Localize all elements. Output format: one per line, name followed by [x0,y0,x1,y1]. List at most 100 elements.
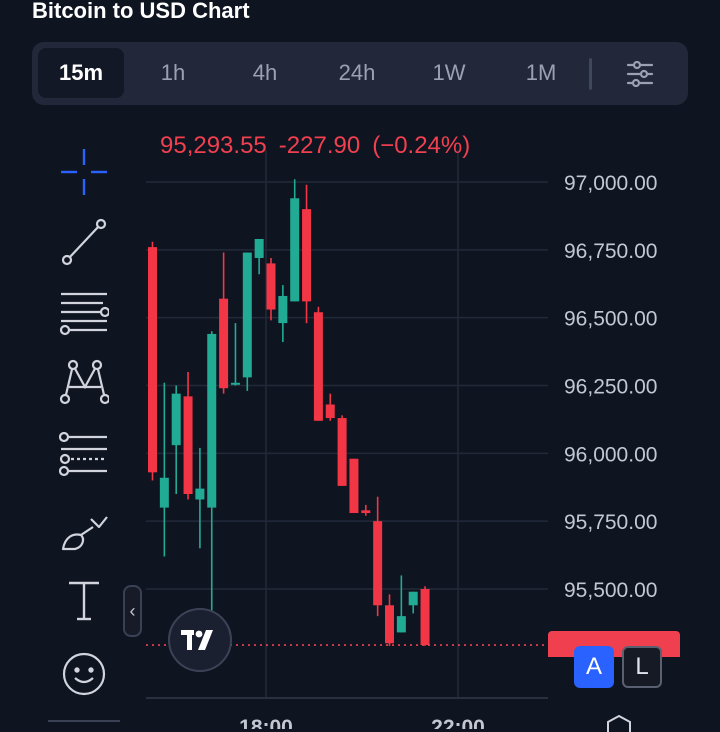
candle-body [420,589,430,646]
fib-icon [59,431,107,477]
candle-body [385,605,394,644]
candle-body [266,263,276,310]
log-scale-button[interactable]: L [622,646,662,688]
candle [396,575,406,633]
candle [373,496,383,617]
brush-tool[interactable] [58,504,110,556]
candle [254,238,264,275]
candle [195,447,205,549]
candle [171,385,181,495]
price-tick-label: 96,500.00 [564,308,657,331]
candle-body [373,521,383,606]
auto-scale-button[interactable]: A [574,646,614,688]
candle [325,393,335,421]
price-tick-label: 95,500.00 [564,579,657,602]
candle-body [195,488,205,500]
settings-hex-icon[interactable] [604,712,634,732]
horizontal-lines-tool[interactable] [58,286,110,338]
candle [266,257,276,321]
last-price: 95,293.55 [160,132,267,159]
price-change: -227.90 [278,132,361,159]
chevron-left-icon: ‹ [129,600,136,621]
crosshair-icon [61,149,107,195]
candle-body [408,591,418,606]
candle-body [337,418,347,486]
candle-body [396,616,406,633]
price-tick-label: 95,750.00 [564,511,657,534]
candle [420,586,430,646]
candle [242,252,252,391]
candle [361,504,371,516]
candle-body [148,247,157,473]
candle-body [219,298,229,389]
time-axis: 18:00 22:00 [239,716,485,729]
candle-body [183,396,193,495]
emoji-icon [62,652,106,696]
timeframe-15m-button[interactable]: 15m [38,48,124,98]
candle [290,179,300,302]
timeframe-1h-button[interactable]: 1h [160,60,186,85]
text-icon [69,581,99,621]
brush-icon [61,516,108,551]
fibonacci-tool[interactable] [58,428,110,480]
candle [408,591,418,614]
candle [349,458,359,514]
crosshair-tool[interactable] [58,146,110,198]
sliders-icon [626,61,654,87]
candle [313,306,323,421]
timeframe-1m-button[interactable]: 1M [525,60,557,85]
candle-body [290,198,300,302]
candle [278,285,288,343]
timeframe-4h-button[interactable]: 4h [252,60,278,85]
candle [183,371,193,500]
price-tick-label: 96,000.00 [564,443,657,466]
candle-body [349,458,359,514]
pattern-icon [59,359,109,405]
candle [337,415,347,486]
candle [302,184,312,324]
candle [148,241,157,481]
candle [385,594,394,646]
candle-body [171,393,181,446]
time-tick-label: 18:00 [239,716,293,729]
candle [159,382,169,557]
timeframe-24h-button[interactable]: 24h [338,60,376,85]
candle-body [230,382,240,385]
tradingview-logo-button[interactable] [168,608,232,672]
candle-body [254,238,264,258]
collapse-toolbar-button[interactable]: ‹ [123,585,142,637]
price-axis: 97,000.00 96,750.00 96,500.00 96,250.00 96,0… [564,172,657,602]
candle-body [278,295,288,324]
candle-body [361,510,371,514]
candle [230,323,240,386]
price-tick-label: 96,250.00 [564,376,657,399]
toolbar-divider [48,720,120,722]
price-tick-label: 96,750.00 [564,240,657,263]
candles [148,179,430,646]
ohlc-readout: 95,293.55 -227.90 (−0.24%) [160,132,482,160]
page-title: Bitcoin to USD Chart [32,0,250,23]
candle-body [242,252,252,378]
timeframe-1w-button[interactable]: 1W [432,60,466,85]
emoji-tool[interactable] [58,648,110,700]
candle-body [325,404,335,419]
price-tick-label: 97,000.00 [564,172,657,195]
candle-body [207,333,217,508]
trend-line-icon [61,218,107,266]
candle [207,331,217,644]
candle [219,252,229,394]
chart-settings-button[interactable] [622,56,658,92]
price-change-percent: (−0.24%) [372,132,471,159]
timeframe-divider [589,58,592,90]
text-tool[interactable] [58,574,110,626]
candle-body [313,312,323,421]
time-tick-label: 22:00 [431,716,485,729]
tradingview-logo-icon [181,630,213,650]
trend-line-tool[interactable] [58,216,110,268]
candle-body [302,209,312,302]
pattern-tool[interactable] [58,356,110,408]
horizontal-lines-icon [59,292,109,336]
candle-body [159,477,169,508]
timeframe-bar: 15m 1h 4h 24h 1W 1M [32,42,688,105]
